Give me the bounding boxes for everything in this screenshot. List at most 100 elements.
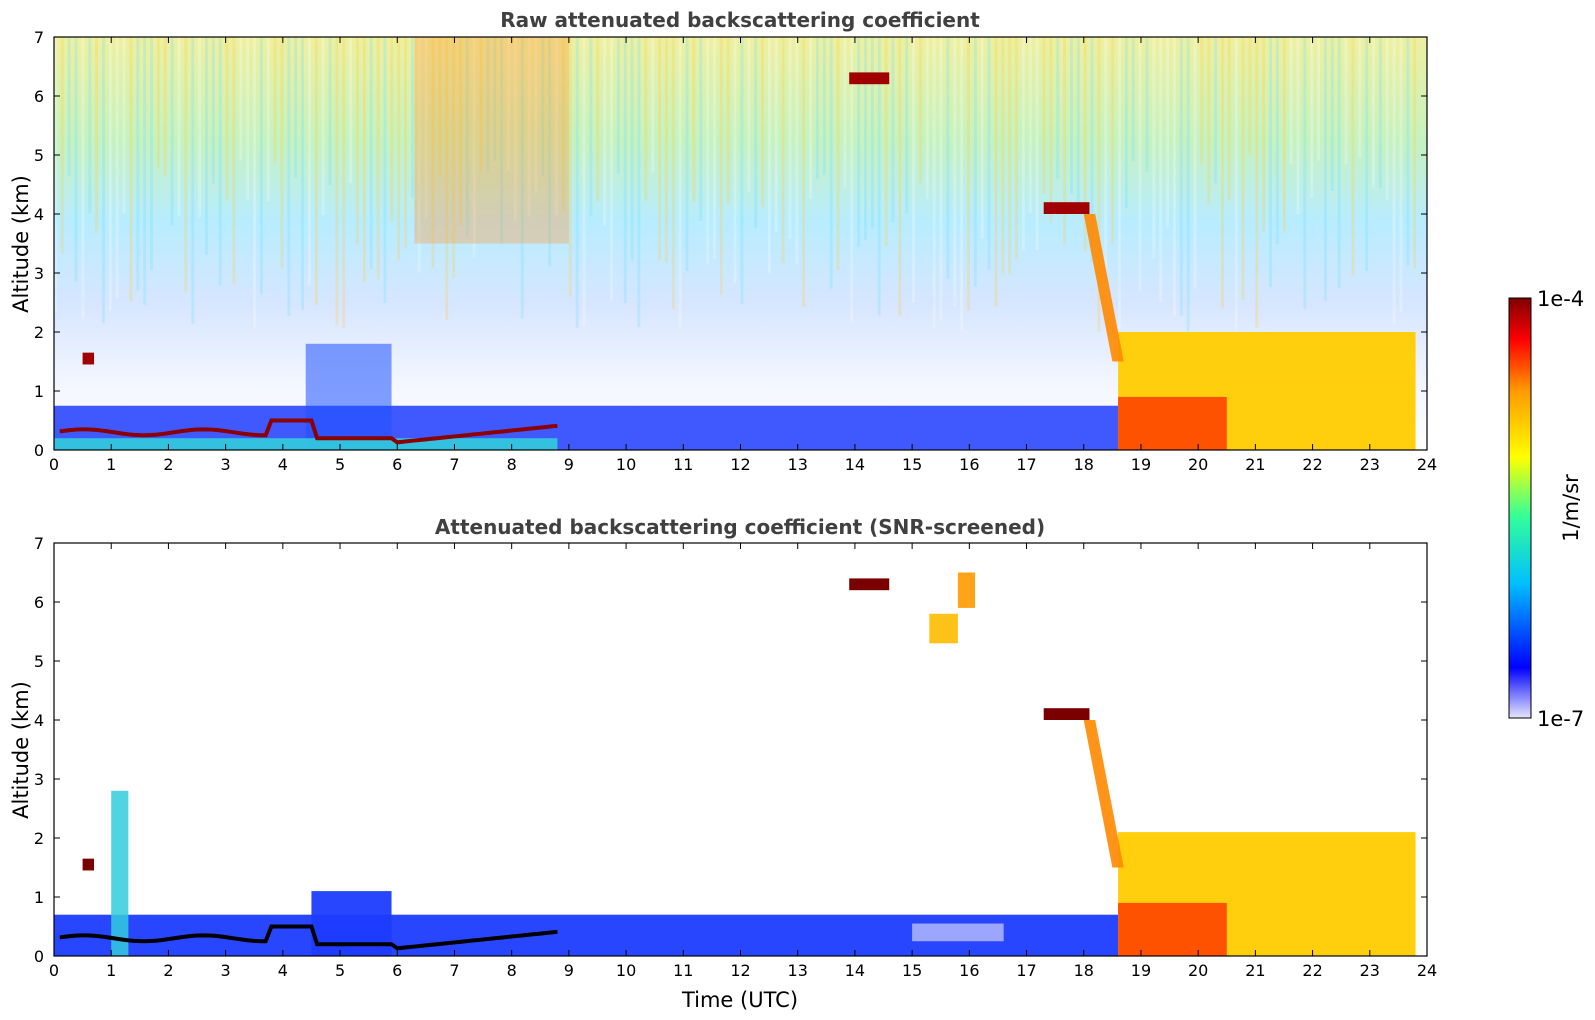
noise-streak xyxy=(1344,37,1348,164)
noise-streak xyxy=(1358,37,1362,158)
noise-streak xyxy=(1028,37,1032,214)
screened-aerosol-layer xyxy=(311,891,392,956)
y-tick-label: 6 xyxy=(34,87,44,106)
noise-streak xyxy=(177,37,181,217)
y-tick-label: 0 xyxy=(34,441,44,460)
y-tick-label: 3 xyxy=(34,264,44,283)
noise-streak xyxy=(1131,37,1135,162)
noise-streak xyxy=(767,37,771,273)
noise-streak xyxy=(534,37,538,194)
x-tick-label: 9 xyxy=(564,455,574,474)
x-tick-label: 19 xyxy=(1131,455,1151,474)
noise-streak xyxy=(150,37,153,271)
x-tick-label: 14 xyxy=(845,961,865,980)
noise-streak xyxy=(706,37,710,265)
noise-streak xyxy=(678,37,682,327)
noise-streak xyxy=(225,37,229,201)
noise-streak xyxy=(788,37,792,239)
x-tick-label: 5 xyxy=(335,455,345,474)
noise-streak xyxy=(253,37,256,328)
x-tick-label: 5 xyxy=(335,961,345,980)
noise-streak xyxy=(946,37,950,280)
noise-streak xyxy=(1303,37,1307,309)
panel-screened-y-label: Altitude (km) xyxy=(9,681,33,819)
x-tick-label: 14 xyxy=(845,455,865,474)
noise-streak xyxy=(1221,37,1224,309)
noise-streak xyxy=(1351,37,1355,277)
noise-streak xyxy=(898,37,902,317)
noise-streak xyxy=(781,37,785,263)
cloud-feature xyxy=(82,858,95,871)
noise-streak xyxy=(1049,37,1053,224)
noise-streak xyxy=(362,37,366,283)
x-tick-label: 4 xyxy=(278,455,288,474)
noise-streak xyxy=(81,37,85,319)
y-tick-label: 5 xyxy=(34,652,44,671)
noise-streak xyxy=(548,37,552,267)
falling-streak xyxy=(1083,720,1124,868)
noise-streak xyxy=(644,37,648,201)
noise-streak xyxy=(726,37,730,204)
cloud-feature xyxy=(849,72,890,85)
noise-streak xyxy=(713,37,716,260)
noise-streak xyxy=(472,37,476,258)
noise-streak xyxy=(102,37,105,324)
noise-streak xyxy=(1111,37,1115,245)
noise-streak xyxy=(980,37,984,239)
noise-streak xyxy=(170,37,174,226)
panel-screened-title: Attenuated backscattering coefficient (S… xyxy=(435,515,1045,539)
x-tick-label: 22 xyxy=(1302,455,1322,474)
noise-streak xyxy=(960,37,964,330)
y-tick-label: 6 xyxy=(34,593,44,612)
y-tick-label: 4 xyxy=(34,205,44,224)
x-tick-label: 13 xyxy=(788,455,808,474)
x-tick-label: 6 xyxy=(392,455,402,474)
noise-streak xyxy=(1255,37,1259,328)
noise-streak xyxy=(802,37,806,307)
noise-streak xyxy=(596,37,600,202)
noise-streak xyxy=(671,37,675,310)
noise-streak xyxy=(143,37,147,305)
y-tick-label: 7 xyxy=(34,28,44,47)
noise-streak xyxy=(1310,37,1314,198)
noise-streak xyxy=(1001,37,1005,274)
noise-streak xyxy=(1241,37,1245,300)
noise-streak xyxy=(1337,37,1341,288)
noise-streak xyxy=(568,37,572,297)
x-tick-label: 7 xyxy=(449,961,459,980)
cloud-feature xyxy=(849,578,890,591)
noise-streak xyxy=(115,37,119,299)
x-tick-label: 4 xyxy=(278,961,288,980)
noise-streak xyxy=(616,37,620,174)
noise-streak xyxy=(1166,37,1169,228)
cloud-feature xyxy=(82,352,95,365)
noise-streak xyxy=(1269,37,1272,288)
noise-streak xyxy=(184,37,188,293)
noise-streak xyxy=(1324,37,1327,301)
x-tick-label: 16 xyxy=(959,455,979,474)
noise-streak xyxy=(95,37,99,233)
noise-streak xyxy=(500,37,504,244)
x-tick-label: 17 xyxy=(1016,455,1036,474)
panel-screened-plot-area xyxy=(54,572,1416,956)
noise-streak xyxy=(994,37,998,307)
noise-streak xyxy=(1392,37,1396,325)
x-tick-label: 21 xyxy=(1245,455,1265,474)
noise-streak xyxy=(1275,37,1279,245)
noise-streak xyxy=(397,37,401,261)
noise-streak xyxy=(918,37,922,184)
noise-streak xyxy=(211,37,215,184)
y-tick-label: 1 xyxy=(34,382,44,401)
noise-streak xyxy=(973,37,977,287)
noise-streak xyxy=(1179,37,1183,316)
panel-raw-y-label: Altitude (km) xyxy=(9,175,33,313)
aerosol-layer xyxy=(305,343,392,450)
noise-streak xyxy=(390,37,394,222)
noise-streak xyxy=(651,37,655,173)
noise-streak xyxy=(452,37,456,279)
noise-streak xyxy=(465,37,469,237)
noise-streak xyxy=(246,37,250,200)
noise-streak xyxy=(719,37,723,295)
noise-streak xyxy=(438,37,442,177)
x-tick-label: 3 xyxy=(221,961,231,980)
